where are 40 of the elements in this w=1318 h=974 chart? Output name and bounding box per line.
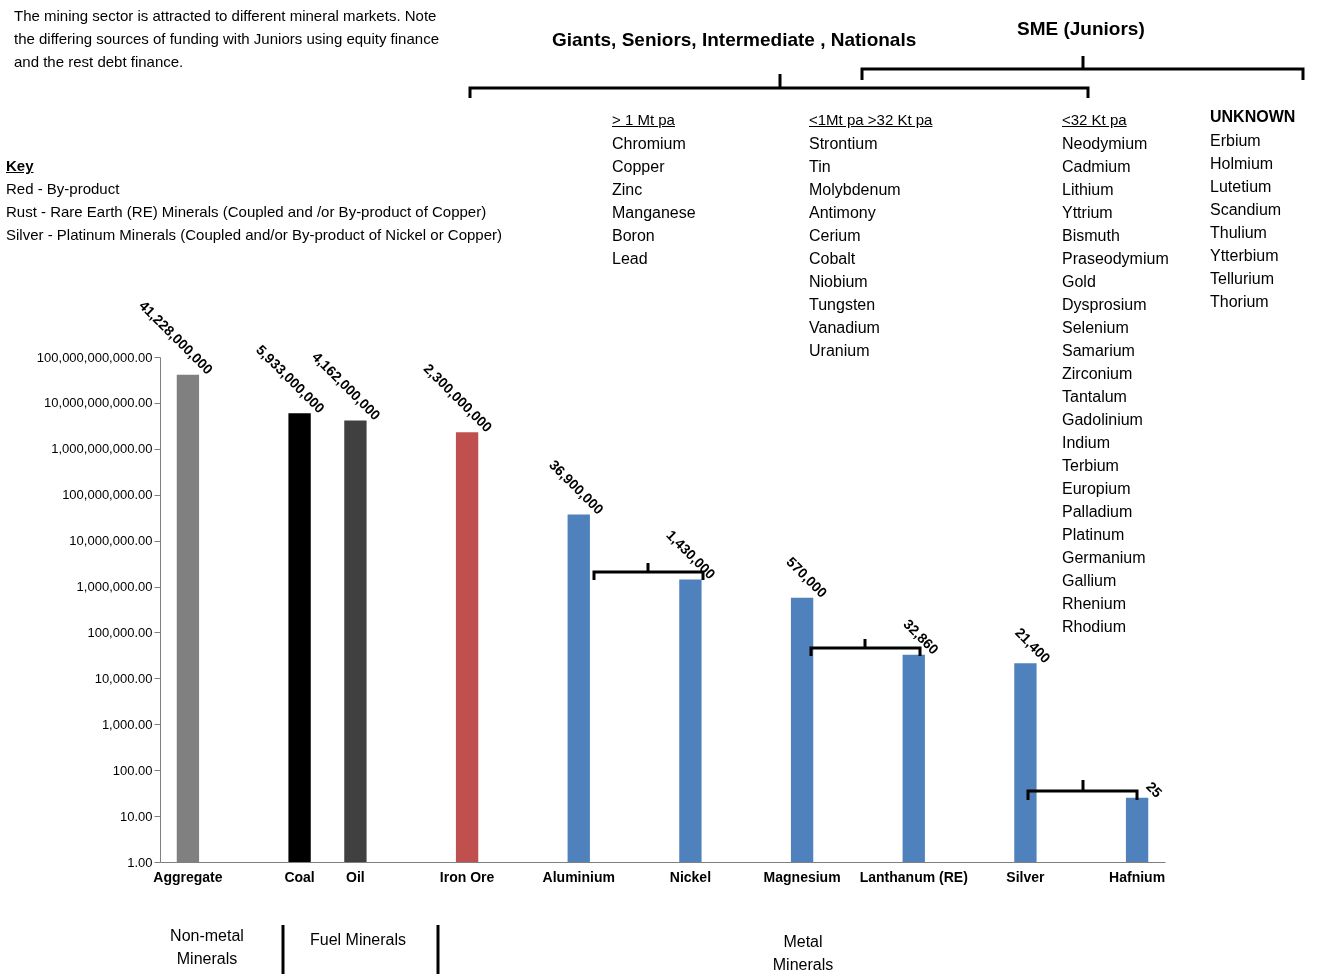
text: Metal Minerals: [771, 932, 835, 974]
text: Giants, Seniors, Intermediate , Nationals: [552, 28, 917, 51]
text: Red - By-product: [6, 179, 120, 199]
y-tick-label: 10,000,000.00: [69, 533, 153, 549]
x-tick-label: Hafnium: [1109, 868, 1166, 885]
text: SME (Juniors): [1017, 17, 1145, 40]
x-tick-label: Silver: [1006, 868, 1046, 885]
text: Strontium Tin Molybdenum Antimony Cerium Cobalt Niobium Tungsten Vanadium Uranium: [809, 135, 901, 359]
y-tick-label: 10,000,000,000.00: [44, 395, 153, 411]
text: Key: [6, 156, 34, 176]
x-tick-label: Iron Ore: [439, 868, 495, 885]
text: The mining sector is attracted to different mineral markets. Note the differing sources of funding with Juniors using equity finance and the rest debt finance.: [14, 6, 440, 72]
text: Fuel Minerals: [309, 930, 407, 950]
x-tick-label: Magnesium: [763, 868, 841, 885]
y-tick-label: 1,000,000.00: [76, 579, 153, 595]
text: UNKNOWN: [1210, 107, 1296, 127]
text: <32 Kt pa: [1062, 110, 1127, 130]
x-tick-label: Aggregate: [153, 868, 223, 885]
data-label: 25: [1143, 778, 1166, 801]
y-tick-label: 1,000,000,000.00: [51, 441, 153, 457]
text: <1Mt pa >32 Kt pa: [809, 110, 933, 130]
y-tick-label: 10.00: [119, 808, 153, 824]
x-tick-label: Coal: [284, 868, 315, 885]
y-tick-label: 1,000.00: [101, 716, 153, 732]
x-tick-label: Lanthanum (RE): [859, 868, 968, 885]
text: Non-metal Minerals: [169, 926, 245, 969]
text: Silver - Platinum Minerals (Coupled and/or By-product of Nickel or Copper): [6, 225, 504, 245]
y-tick-label: 100,000,000.00: [62, 487, 153, 503]
y-tick-label: 100,000.00: [87, 624, 153, 640]
text: > 1 Mt pa: [612, 110, 675, 130]
text: Chromium Copper Zinc Manganese Boron Lead: [612, 134, 696, 269]
x-tick-label: Oil: [346, 868, 365, 885]
y-tick-label: 1.00: [127, 854, 153, 870]
x-tick-label: Aluminium: [542, 868, 615, 885]
y-tick-label: 10,000.00: [94, 670, 153, 686]
text: Rust - Rare Earth (RE) Minerals (Coupled and /or By-product of Copper): [6, 202, 487, 222]
text: Erbium Holmium Lutetium Scandium Thulium Ytterbium Tellurium Thorium: [1210, 131, 1282, 312]
x-tick-label: Nickel: [669, 868, 712, 885]
text: Neodymium Cadmium Lithium Yttrium Bismuth Praseodymium Gold Dysprosium Selenium Samarium Zirconium Tantalum Gadolinium Indium Terbium Europium Palladium Platinum Germanium Gallium Rhenium Rhodium: [1062, 135, 1169, 635]
y-tick-label: 100.00: [112, 762, 153, 778]
